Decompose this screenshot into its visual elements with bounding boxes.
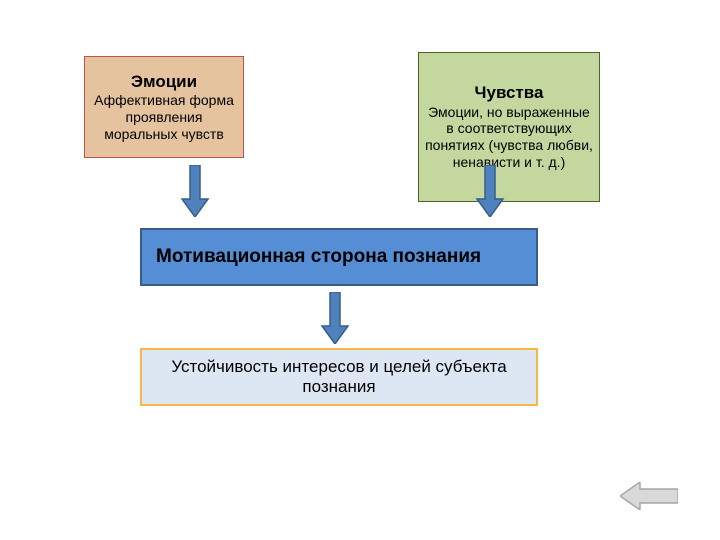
box-emotions-title: Эмоции: [131, 72, 197, 92]
box-stability: Устойчивость интересов и целей субъекта …: [140, 348, 538, 406]
box-feelings-title: Чувства: [475, 83, 544, 103]
box-motivational: Мотивационная сторона познания: [140, 228, 538, 286]
back-arrow-icon[interactable]: [620, 482, 678, 510]
box-emotions-body: Аффективная форма проявления моральных ч…: [91, 92, 237, 142]
box-stability-body: Устойчивость интересов и целей субъекта …: [148, 357, 530, 398]
arrow-feelings-to-motivational: [475, 165, 505, 217]
arrow-motivational-to-stability: [320, 292, 350, 344]
box-feelings: Чувства Эмоции, но выраженные в соответс…: [418, 52, 600, 202]
box-feelings-body: Эмоции, но выраженные в соответствующих …: [425, 104, 593, 171]
arrow-emotions-to-motivational: [180, 165, 210, 217]
box-emotions: Эмоции Аффективная форма проявления мора…: [84, 56, 244, 158]
box-motivational-body: Мотивационная сторона познания: [156, 246, 522, 269]
